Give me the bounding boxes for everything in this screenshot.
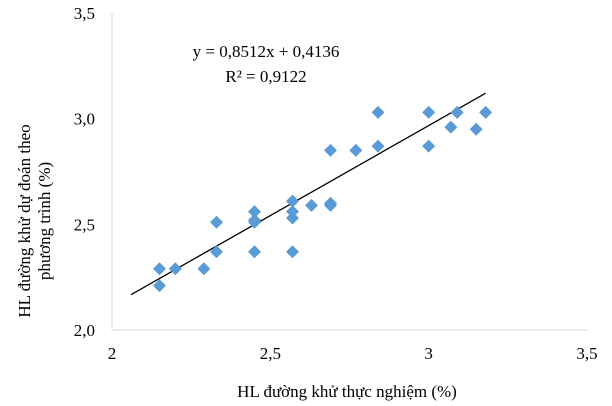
trendline xyxy=(130,92,486,296)
x-axis-title: HL đường khử thực nghiệm (%) xyxy=(237,382,457,401)
data-point xyxy=(450,105,464,119)
data-point xyxy=(153,279,166,293)
data-points xyxy=(153,105,493,293)
x-tick-label: 2 xyxy=(108,344,117,363)
x-tick-label: 3 xyxy=(424,344,433,363)
equation-label: y = 0,8512x + 0,4136 xyxy=(193,42,340,61)
data-point xyxy=(349,143,363,157)
data-point xyxy=(324,143,337,157)
axes xyxy=(111,13,587,331)
x-tick-label: 2,5 xyxy=(260,344,281,363)
data-point xyxy=(286,211,299,225)
y-axis-title-line-2: phương trình (%) xyxy=(35,162,54,280)
data-point xyxy=(248,245,261,259)
y-axis-title-line-1: HL đường khử dự đoán theo xyxy=(15,124,34,317)
data-point xyxy=(197,262,211,276)
y-axis-title: HL đường khử dự đoán theo phương trình (… xyxy=(15,124,54,317)
data-point xyxy=(248,205,261,219)
data-point xyxy=(422,105,436,119)
data-point xyxy=(324,198,337,212)
data-point xyxy=(286,194,299,208)
data-point xyxy=(153,262,166,276)
data-point xyxy=(469,122,483,136)
data-point xyxy=(422,139,436,153)
data-point xyxy=(210,215,223,229)
data-point xyxy=(371,105,385,119)
x-tick-label: 3,5 xyxy=(576,344,597,363)
data-point xyxy=(168,262,182,276)
y-tick-label: 3,0 xyxy=(74,110,95,129)
data-point xyxy=(444,120,458,134)
y-tick-labels: 2,0 2,5 3,0 3,5 xyxy=(74,4,95,340)
data-point xyxy=(305,198,318,212)
data-point xyxy=(479,105,493,119)
y-tick-label: 2,0 xyxy=(74,321,95,340)
data-point xyxy=(286,245,299,259)
data-point xyxy=(371,139,385,153)
data-point xyxy=(248,215,261,229)
data-point xyxy=(210,245,223,259)
y-tick-label: 2,5 xyxy=(74,215,95,234)
r-squared-label: R² = 0,9122 xyxy=(225,67,306,86)
x-tick-labels: 2 2,5 3 3,5 xyxy=(108,344,598,363)
y-tick-label: 3,5 xyxy=(74,4,95,23)
